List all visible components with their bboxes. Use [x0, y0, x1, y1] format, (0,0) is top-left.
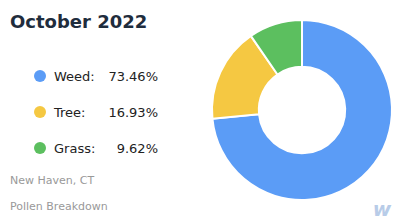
subtitle: Pollen Breakdown — [10, 200, 108, 213]
watermark: w — [373, 197, 392, 221]
legend-swatch — [34, 106, 46, 118]
legend-swatch — [34, 142, 46, 154]
legend-label: Weed: — [54, 69, 95, 84]
legend-label: Tree: — [53, 105, 85, 120]
donut-slice — [212, 20, 392, 200]
legend-label: Grass: — [54, 141, 95, 156]
donut-slice — [251, 20, 302, 74]
legend-value: 73.46% — [108, 69, 158, 84]
title: October 2022 — [10, 11, 147, 32]
subtitle: New Haven, CT — [10, 174, 94, 187]
legend-value: 9.62% — [117, 141, 158, 156]
legend-value: 16.93% — [108, 105, 158, 120]
chart: October 2022 Weed: 73.46% Tree: 16.93% Grass:… — [0, 0, 400, 224]
legend-swatch — [34, 70, 46, 82]
